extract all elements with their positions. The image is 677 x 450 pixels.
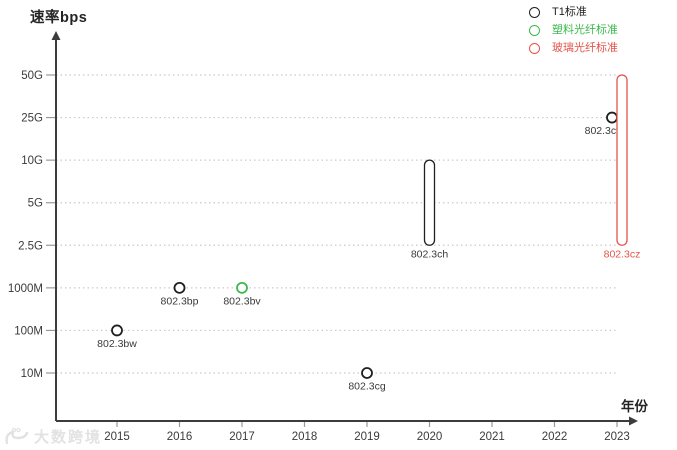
y-axis-title: 速率bps [30, 10, 88, 26]
point-marker-802.3bv [236, 281, 248, 294]
point-label-802.3cg: 802.3cg [348, 381, 386, 393]
watermark-logo-icon [5, 427, 29, 444]
watermark-text: 大数跨境 [34, 429, 103, 446]
x-tick-label: 2017 [229, 431, 255, 443]
legend-item-glass-fiber: 玻璃光纤标准 [529, 39, 618, 57]
legend-item-t1: T1标准 [529, 3, 618, 21]
watermark: 大数跨境 [4, 426, 102, 447]
legend-circle-icon [529, 42, 540, 54]
y-tick-label: 50G [21, 70, 43, 82]
point-label-802.3cz: 802.3cz [604, 248, 641, 260]
x-tick-label: 2018 [292, 431, 318, 443]
point-marker-802.3bp [173, 281, 186, 294]
point-marker-802.3cg [361, 367, 373, 379]
y-axis-arrow-icon [51, 31, 61, 40]
y-tick-label: 25G [21, 113, 43, 125]
x-tick-label: 2020 [417, 431, 443, 443]
point-marker-802.3cy [606, 111, 618, 124]
point-label-802.3bv: 802.3bv [223, 295, 261, 307]
legend: T1标准 塑料光纤标准 玻璃光纤标准 [529, 3, 618, 57]
y-tick-label: 2.5G [18, 240, 43, 252]
x-tick-label: 2016 [167, 431, 193, 443]
x-axis-arrow-icon [629, 416, 638, 426]
x-tick-label: 2023 [604, 431, 630, 443]
legend-label: T1标准 [552, 6, 587, 18]
point-label-802.3cy: 802.3cy [585, 125, 623, 137]
legend-label: 塑料光纤标准 [552, 24, 618, 36]
x-axis-title: 年份 [621, 399, 648, 414]
x-tick-label: 2019 [354, 431, 380, 443]
range-marker-802.3cz [616, 74, 628, 246]
point-label-802.3ch: 802.3ch [411, 248, 449, 260]
point-label-802.3bw: 802.3bw [97, 338, 137, 350]
y-tick-label: 5G [28, 198, 43, 210]
legend-label: 玻璃光纤标准 [552, 42, 618, 54]
y-tick-label: 10G [21, 155, 43, 167]
range-marker-802.3ch [423, 159, 436, 246]
legend-circle-icon [529, 24, 540, 36]
point-label-802.3bp: 802.3bp [161, 295, 199, 307]
legend-item-plastic-fiber: 塑料光纤标准 [529, 21, 618, 39]
point-marker-802.3bw [111, 324, 123, 337]
y-tick-label: 1000M [8, 283, 43, 295]
x-tick-label: 2022 [542, 431, 568, 443]
x-tick-label: 2021 [479, 431, 505, 443]
x-tick-label: 2015 [104, 431, 130, 443]
y-tick-label: 100M [14, 325, 43, 337]
legend-circle-icon [529, 6, 540, 18]
y-tick-label: 10M [21, 368, 43, 380]
